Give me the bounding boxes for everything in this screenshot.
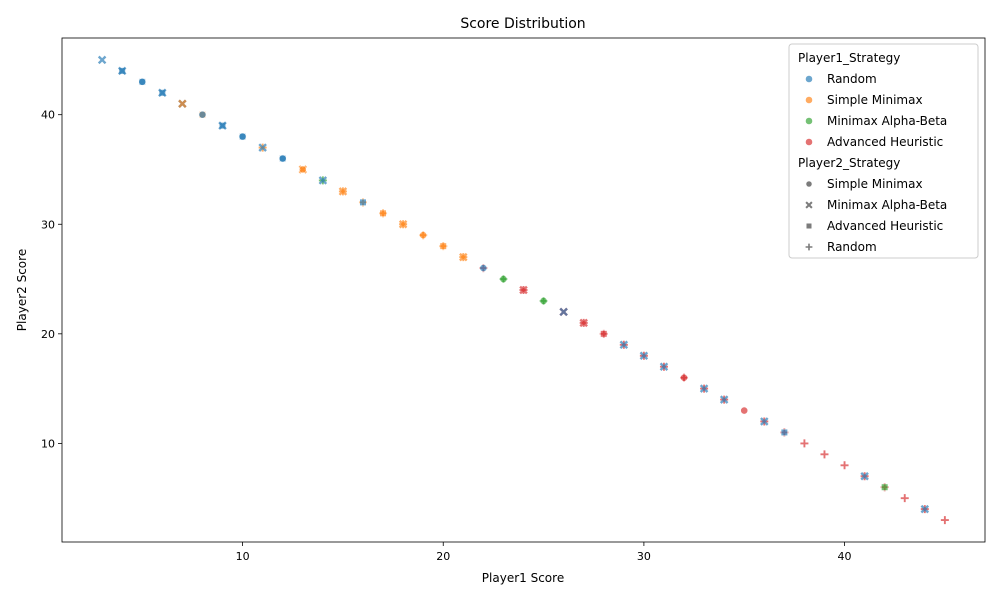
y-tick-label: 10 (41, 437, 55, 450)
data-point (218, 121, 227, 130)
legend-marker-swatch (805, 180, 813, 188)
legend-hue-label: Minimax Alpha-Beta (827, 114, 947, 128)
legend-color-swatch (805, 75, 813, 83)
legend-style-label: Simple Minimax (827, 177, 923, 191)
data-point (760, 417, 769, 426)
data-point (238, 132, 247, 141)
legend-marker-swatch (805, 243, 813, 251)
data-point (439, 242, 447, 250)
legend-style-label: Minimax Alpha-Beta (827, 198, 947, 212)
legend-hue-label: Random (827, 72, 877, 86)
x-tick-label: 30 (637, 550, 651, 563)
legend: Player1_Strategy Random Simple Minimax Mini… (788, 43, 979, 259)
data-point (559, 307, 568, 317)
data-point (499, 275, 508, 283)
x-axis: 10 20 30 40 (236, 542, 852, 563)
legend-style-label: Advanced Heuristic (827, 219, 943, 233)
data-point (298, 165, 307, 174)
legend-marker-swatch (805, 201, 813, 209)
data-point (97, 55, 107, 65)
legend-hue-label: Simple Minimax (827, 93, 923, 107)
data-point (519, 285, 528, 295)
data-point (117, 66, 127, 76)
data-point (539, 297, 548, 305)
data-point (318, 176, 328, 185)
y-axis: 10 20 30 40 (41, 109, 62, 450)
x-axis-label: Player1 Score (482, 571, 564, 585)
chart-title: Score Distribution (460, 16, 585, 32)
legend-color-swatch (805, 117, 813, 125)
data-point (579, 318, 588, 328)
data-point (639, 351, 649, 360)
plot-frame (61, 37, 986, 543)
data-point (699, 384, 709, 393)
data-point (138, 77, 147, 86)
x-tick-label: 10 (236, 550, 250, 563)
data-point (258, 143, 267, 152)
data-point (659, 362, 669, 371)
data-point (158, 88, 167, 98)
data-point (338, 187, 348, 196)
data-point (419, 231, 428, 240)
x-tick-label: 40 (838, 550, 852, 563)
data-point (740, 406, 749, 415)
legend-box (788, 43, 979, 259)
data-point (479, 264, 488, 272)
y-axis-label: Player2 Score (15, 249, 29, 331)
data-point (198, 110, 207, 119)
y-tick-label: 30 (41, 218, 55, 231)
y-tick-label: 40 (41, 109, 55, 122)
data-point (860, 472, 869, 481)
legend-color-swatch (805, 96, 813, 104)
data-point (820, 450, 829, 459)
data-point (379, 209, 387, 217)
data-point (719, 395, 729, 404)
data-point (619, 340, 629, 350)
data-point (920, 504, 930, 514)
data-point (780, 428, 788, 437)
data-point (178, 99, 187, 108)
legend-color-swatch (805, 138, 813, 146)
legend-hue-label: Advanced Heuristic (827, 135, 943, 149)
legend-style-label: Random (827, 240, 877, 254)
data-point (278, 154, 287, 163)
points-layer (97, 55, 949, 525)
data-point (800, 439, 809, 448)
data-point (459, 252, 468, 262)
y-tick-label: 20 (41, 328, 55, 341)
data-point (940, 516, 949, 525)
data-point (900, 494, 909, 503)
legend-marker-swatch (805, 222, 813, 230)
data-point (840, 461, 849, 470)
legend-hue-title: Player1_Strategy (798, 51, 900, 65)
x-tick-label: 20 (436, 550, 450, 563)
data-point (680, 373, 688, 382)
data-point (600, 330, 608, 338)
data-point (359, 198, 367, 206)
data-point (398, 220, 408, 229)
legend-style-title: Player2_Strategy (798, 156, 900, 170)
data-point (881, 483, 889, 491)
